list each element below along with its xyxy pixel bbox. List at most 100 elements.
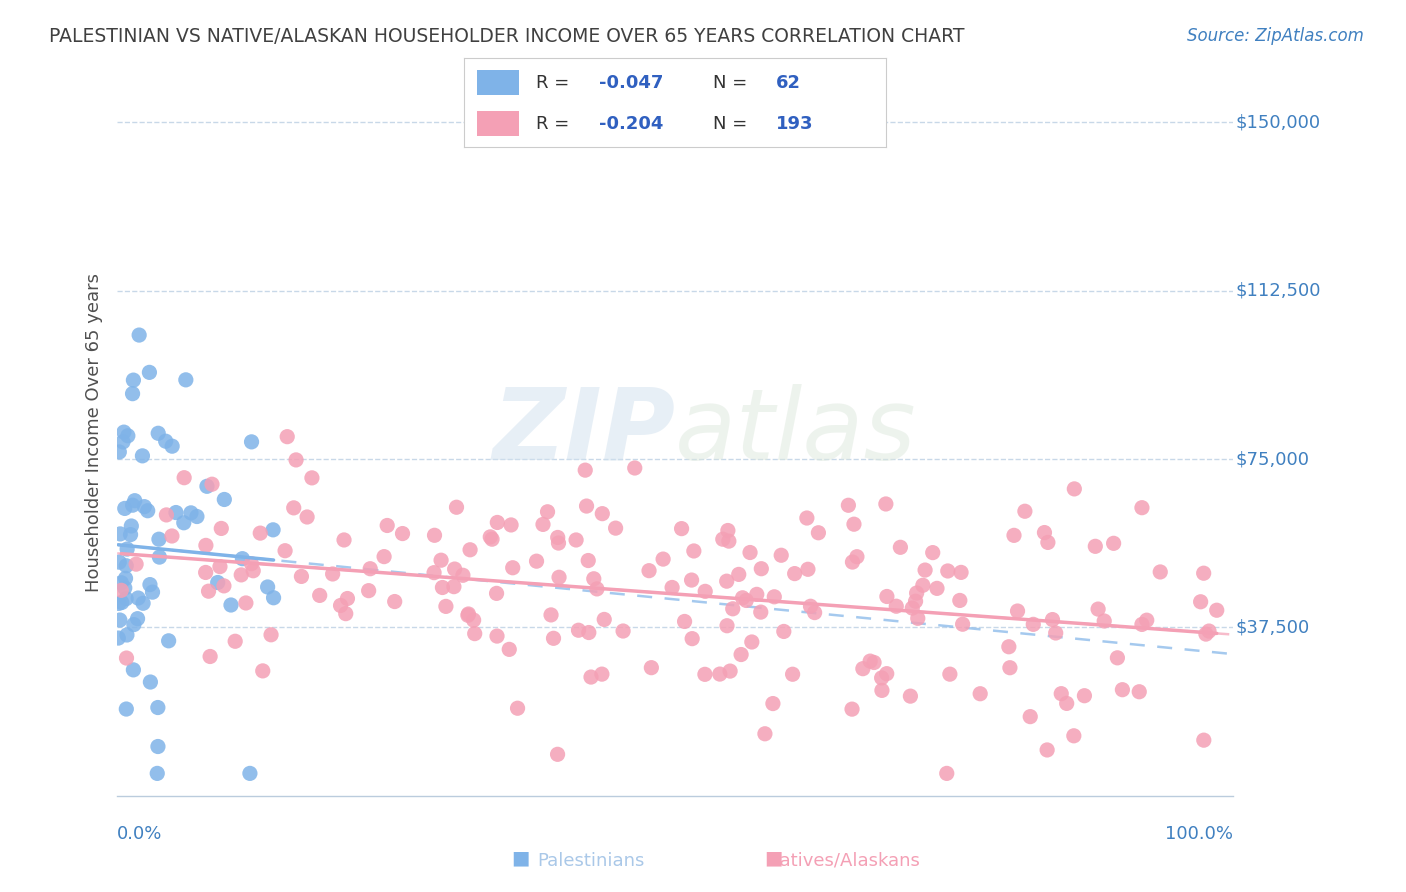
Point (652, 552, 675, 566)
Point (157, 633, 180, 648)
Point (115, 651, 138, 665)
Point (498, 642, 520, 657)
Point (796, 511, 818, 525)
Point (711, 532, 734, 546)
Point (799, 599, 821, 614)
Point (107, 631, 129, 645)
Text: -0.047: -0.047 (599, 74, 664, 92)
Point (901, 601, 924, 615)
Point (174, 373, 197, 387)
Point (224, 634, 246, 648)
Point (423, 566, 446, 580)
Point (911, 578, 934, 592)
Point (127, 591, 149, 605)
Point (124, 493, 146, 508)
Point (122, 663, 145, 677)
Point (197, 584, 219, 599)
Point (115, 591, 138, 606)
Point (770, 548, 793, 562)
Point (731, 591, 754, 605)
Text: ■: ■ (510, 848, 530, 867)
Point (219, 598, 242, 612)
Point (1205, 603, 1227, 617)
Point (1136, 613, 1159, 627)
FancyBboxPatch shape (477, 70, 519, 95)
Point (446, 500, 468, 515)
Point (252, 664, 274, 678)
Point (998, 640, 1021, 654)
Point (198, 649, 221, 664)
Point (1056, 697, 1078, 711)
Point (125, 557, 148, 571)
Point (207, 575, 229, 590)
Point (803, 606, 825, 620)
Point (935, 766, 957, 780)
Point (1189, 595, 1212, 609)
Point (214, 492, 236, 507)
Point (952, 617, 974, 632)
Point (283, 500, 305, 515)
Text: 100.0%: 100.0% (1166, 825, 1233, 843)
Point (638, 564, 661, 578)
Point (721, 601, 744, 615)
Point (329, 599, 352, 613)
Point (1092, 614, 1115, 628)
Point (231, 551, 253, 566)
Point (111, 595, 134, 609)
Point (673, 615, 696, 629)
Point (591, 507, 613, 521)
Point (486, 629, 509, 643)
Point (322, 566, 344, 581)
Point (146, 766, 169, 780)
Text: 62: 62 (776, 74, 801, 92)
Point (716, 618, 738, 632)
Point (463, 613, 485, 627)
Point (115, 702, 138, 716)
Point (1107, 650, 1129, 665)
Point (754, 727, 776, 741)
Point (612, 624, 634, 638)
Point (671, 522, 693, 536)
Point (148, 550, 170, 565)
Point (738, 545, 761, 559)
Point (526, 554, 548, 568)
Point (231, 567, 253, 582)
Point (127, 612, 149, 626)
Point (430, 553, 453, 567)
Point (114, 571, 136, 585)
Point (870, 671, 893, 685)
Point (939, 667, 962, 681)
Point (260, 628, 283, 642)
Point (547, 747, 569, 762)
Point (870, 683, 893, 698)
Point (155, 508, 177, 522)
Point (567, 624, 589, 638)
Point (1036, 535, 1059, 549)
Point (479, 530, 502, 544)
Point (148, 532, 170, 546)
Point (591, 667, 613, 681)
Point (120, 527, 142, 541)
Point (333, 533, 356, 547)
Point (1198, 624, 1220, 638)
Point (373, 549, 395, 564)
Point (357, 583, 380, 598)
Point (485, 586, 508, 600)
Point (741, 635, 763, 649)
Point (384, 594, 406, 608)
Point (336, 591, 359, 606)
Point (502, 560, 524, 574)
Point (681, 573, 703, 587)
Point (547, 531, 569, 545)
Point (900, 689, 922, 703)
Point (763, 590, 786, 604)
Point (160, 529, 183, 543)
Point (121, 498, 143, 512)
Point (180, 506, 202, 520)
Text: atlas: atlas (675, 384, 917, 481)
Text: N =: N = (713, 115, 752, 133)
Point (695, 584, 717, 599)
Point (579, 670, 602, 684)
Point (1102, 536, 1125, 550)
Point (451, 568, 474, 582)
